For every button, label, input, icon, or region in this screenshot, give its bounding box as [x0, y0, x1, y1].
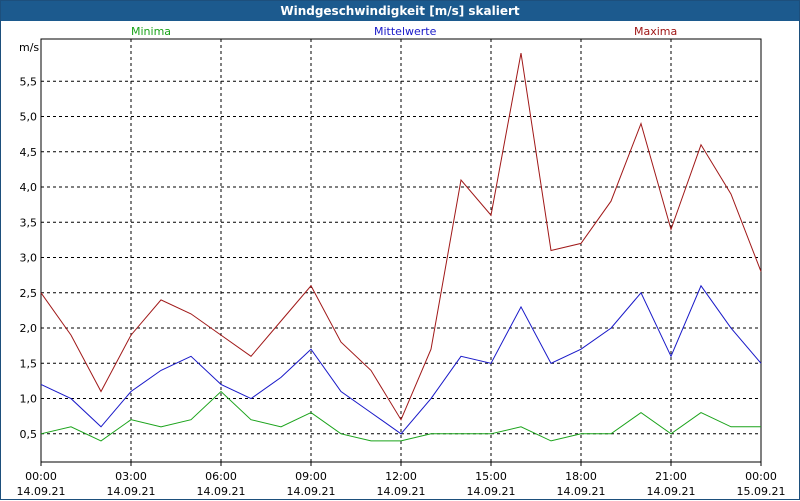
y-tick-label: 2,0	[20, 322, 38, 335]
x-tick-date: 14.09.21	[107, 485, 156, 498]
y-tick-label: 4,0	[20, 181, 38, 194]
x-tick-time: 21:00	[655, 470, 687, 483]
x-tick-date: 14.09.21	[287, 485, 336, 498]
legend-mittelwerte: Mittelwerte	[374, 25, 437, 38]
y-tick-label: 2,5	[20, 287, 38, 300]
y-tick-label: 5,0	[20, 111, 38, 124]
y-tick-label: 3,5	[20, 216, 38, 229]
series-line-minima	[40, 390, 761, 442]
x-tick-date: 14.09.21	[377, 485, 426, 498]
x-tick-time: 03:00	[115, 470, 147, 483]
legend-minima: Minima	[131, 25, 172, 38]
series-line-maxima	[40, 53, 762, 421]
y-tick-label: 3,0	[20, 252, 38, 265]
x-tick-time: 15:00	[475, 470, 507, 483]
y-tick-label: 1,5	[20, 357, 38, 370]
x-tick-time: 06:00	[205, 470, 237, 483]
x-tick-time: 00:00	[25, 470, 57, 483]
y-axis-unit: m/s	[19, 41, 40, 54]
x-tick-date: 15.09.21	[737, 485, 786, 498]
x-tick-date: 14.09.21	[557, 485, 606, 498]
x-tick-date: 14.09.21	[17, 485, 66, 498]
x-tick-time: 09:00	[295, 470, 327, 483]
y-tick-label: 4,5	[20, 146, 38, 159]
y-tick-label: 1,0	[20, 393, 38, 406]
x-tick-date: 14.09.21	[197, 485, 246, 498]
x-tick-time: 12:00	[385, 470, 417, 483]
chart-title: Windgeschwindigkeit [m/s] skaliert	[1, 1, 799, 21]
y-tick-label: 5,5	[20, 75, 38, 88]
x-tick-date: 14.09.21	[467, 485, 516, 498]
y-tick-label: 0,5	[20, 428, 38, 441]
x-tick-time: 00:00	[745, 470, 777, 483]
x-tick-date: 14.09.21	[647, 485, 696, 498]
x-tick-time: 18:00	[565, 470, 597, 483]
series-line-mittelwerte	[40, 284, 762, 435]
legend-maxima: Maxima	[634, 25, 678, 38]
